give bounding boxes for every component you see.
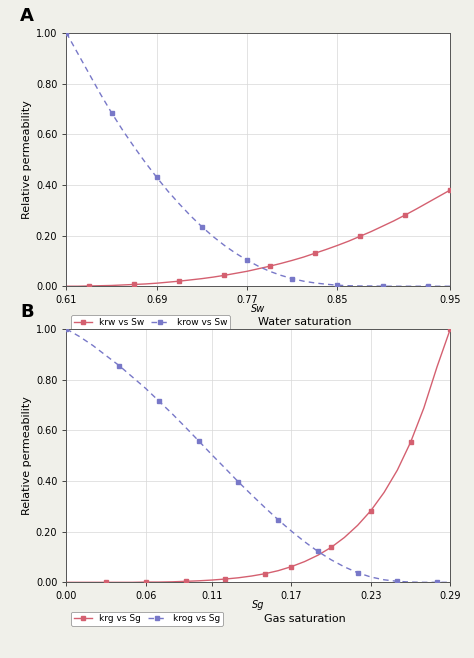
Text: Water saturation: Water saturation	[258, 317, 351, 328]
Y-axis label: Relative permeability: Relative permeability	[22, 100, 32, 219]
Y-axis label: Relative permeability: Relative permeability	[22, 396, 32, 515]
Text: Gas saturation: Gas saturation	[264, 613, 345, 624]
Legend: krw vs Sw, krow vs Sw: krw vs Sw, krow vs Sw	[71, 315, 230, 330]
Text: B: B	[20, 303, 34, 321]
Text: A: A	[20, 7, 34, 25]
Text: Sg: Sg	[252, 600, 264, 610]
Legend: krg vs Sg, krog vs Sg: krg vs Sg, krog vs Sg	[71, 611, 223, 626]
Text: Sw: Sw	[251, 304, 265, 314]
